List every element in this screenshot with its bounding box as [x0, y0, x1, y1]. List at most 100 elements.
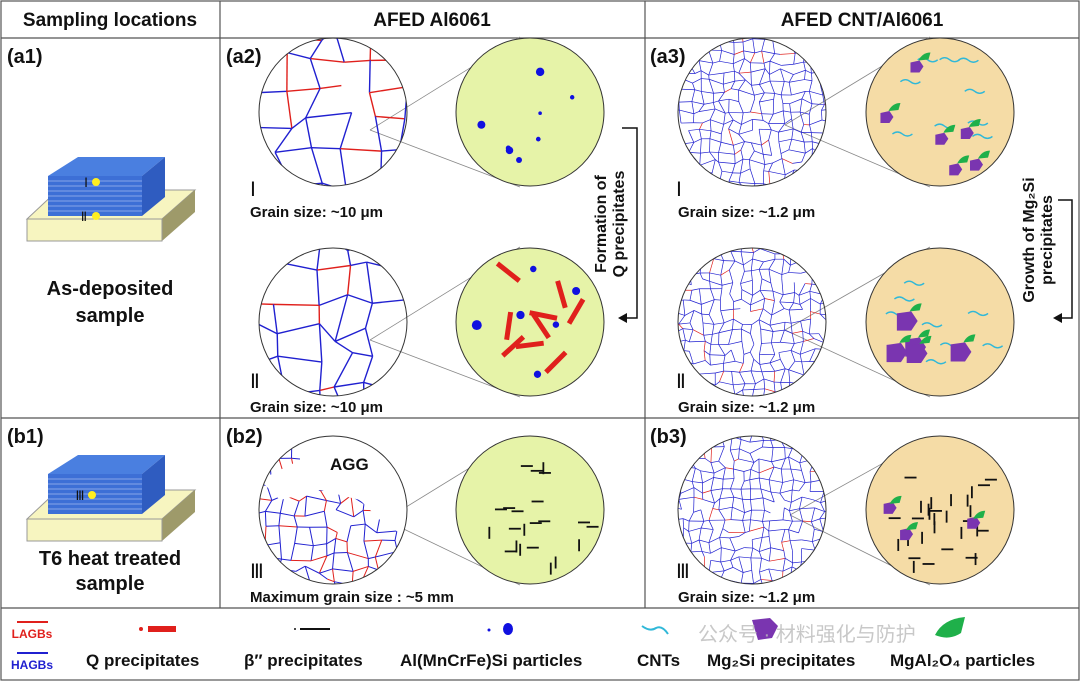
hagb-line	[701, 551, 705, 557]
hagb-line	[759, 33, 773, 34]
hagb-line	[780, 68, 785, 82]
lagb-line	[267, 439, 280, 448]
lagb-line	[298, 495, 307, 502]
hagb-line	[762, 446, 774, 448]
hagb-line	[768, 123, 772, 130]
hagb-line	[710, 130, 722, 135]
hagb-line	[829, 322, 830, 333]
hagb-line	[770, 491, 780, 494]
hagb-line	[758, 458, 772, 463]
hagb-line	[813, 384, 816, 394]
hagb-line	[708, 248, 714, 254]
lagb-line	[691, 436, 694, 443]
hagb-line	[679, 78, 683, 90]
hagb-line	[710, 559, 721, 563]
hagb-line	[702, 119, 711, 124]
hagb-line	[678, 496, 695, 500]
hagb-line	[689, 54, 695, 66]
hagb-line	[732, 63, 735, 72]
hagb-line	[832, 159, 833, 171]
hagb-line	[278, 525, 298, 528]
hagb-line	[762, 239, 769, 245]
mg2si-precipitate	[950, 342, 972, 362]
hagb-line	[809, 283, 813, 292]
q-precipitate	[515, 340, 544, 350]
hagb-line	[771, 447, 774, 462]
hagb-line	[689, 340, 706, 343]
hagb-line	[769, 479, 783, 483]
hagb-line	[678, 322, 690, 325]
hagb-line	[784, 430, 793, 432]
hagb-line	[279, 441, 292, 448]
hagb-line	[402, 248, 407, 250]
hagb-line	[784, 321, 792, 324]
hagb-line	[286, 51, 311, 60]
hagb-line	[720, 547, 722, 563]
hagb-line	[730, 436, 733, 437]
hagb-line	[390, 446, 399, 454]
lagb-line	[287, 233, 321, 247]
hagb-line	[734, 50, 744, 55]
hagb-line	[259, 456, 270, 461]
hagb-line	[694, 31, 698, 33]
hagb-line	[715, 159, 719, 163]
grain-map-b3	[678, 430, 826, 584]
lagb-line	[334, 327, 366, 343]
lagb-line	[688, 380, 694, 393]
hagb-line	[698, 252, 703, 263]
hagb-line	[683, 527, 689, 532]
hagb-line	[720, 561, 725, 572]
mgal2o4-particle	[978, 150, 991, 159]
hagb-line	[720, 141, 734, 146]
hagb-line	[713, 258, 724, 261]
hagb-line	[798, 170, 802, 183]
hagb-line	[818, 51, 825, 61]
hagb-line	[404, 567, 407, 571]
lagb-line	[733, 58, 745, 65]
hagb-line	[813, 249, 820, 253]
hagb-line	[712, 502, 715, 509]
q-precipitate	[495, 261, 521, 283]
hagb-line	[811, 269, 814, 285]
cnt	[899, 79, 921, 85]
hagb-line	[810, 479, 823, 483]
hagb-line	[698, 60, 702, 71]
hagb-line	[699, 272, 703, 280]
hagb-line	[718, 161, 723, 172]
lagb-line	[351, 571, 354, 584]
lagb-line	[339, 112, 353, 149]
hagb-line	[820, 181, 825, 186]
hagb-line	[771, 461, 775, 468]
hagb-line	[334, 340, 353, 354]
grain-map-a3-zone2	[678, 239, 830, 396]
hagb-line	[728, 112, 734, 121]
hagb-line	[259, 90, 287, 94]
hagb-line	[819, 518, 824, 532]
hagb-line	[362, 503, 365, 511]
hagb-line	[818, 39, 822, 52]
hagb-line	[830, 153, 833, 159]
hagb-line	[418, 441, 419, 462]
hagb-line	[678, 110, 682, 124]
lagb-line	[392, 428, 407, 430]
lagb-line	[363, 381, 407, 395]
hagb-line	[791, 91, 806, 96]
hagb-line	[718, 98, 730, 102]
lagb-line	[790, 343, 795, 351]
hagb-line	[813, 446, 816, 459]
hagb-line	[784, 322, 786, 331]
hagb-line	[811, 283, 825, 286]
hagb-line	[705, 389, 712, 394]
hagb-line	[791, 320, 801, 324]
hagb-line	[326, 500, 341, 504]
hagb-line	[782, 479, 794, 483]
hagb-line	[724, 567, 734, 572]
hagb-line	[277, 323, 320, 335]
hagb-line	[673, 35, 675, 43]
hagb-line	[742, 383, 746, 391]
hagb-line	[693, 310, 702, 315]
hagb-line	[346, 552, 354, 572]
hagb-line	[819, 539, 823, 551]
hagb-line	[688, 566, 705, 569]
hagb-line	[722, 528, 729, 533]
